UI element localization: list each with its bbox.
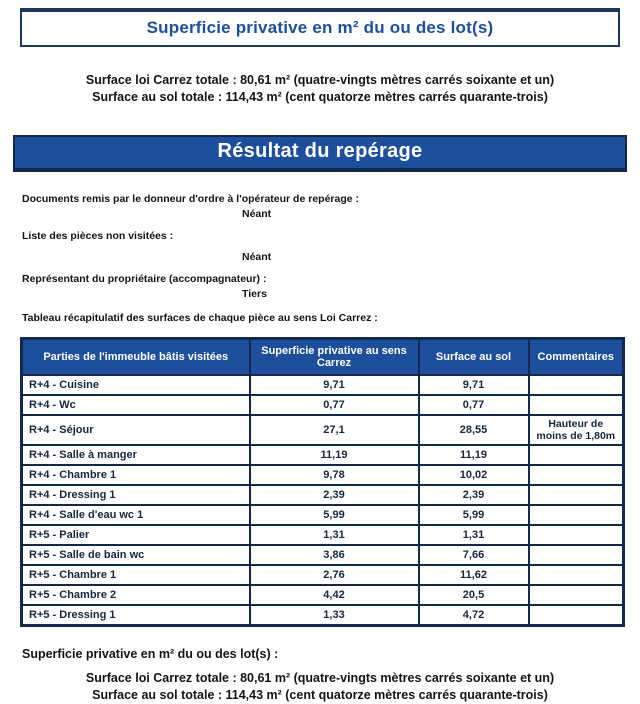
table-row: R+5 - Palier 1,31 1,31 xyxy=(20,524,625,546)
cell-room: R+4 - Chambre 1 xyxy=(20,464,251,486)
table-row: R+5 - Salle de bain wc 3,86 7,66 xyxy=(20,544,625,566)
table-intro-text: Tableau récapitulatif des surfaces de ch… xyxy=(22,312,378,324)
table-row: R+5 - Dressing 1 1,33 4,72 xyxy=(20,604,625,627)
cell-carrez: 1,31 xyxy=(248,524,420,546)
cell-carrez: 11,19 xyxy=(248,444,420,466)
info-label: Représentant du propriétaire (accompagna… xyxy=(22,273,267,285)
total-sol-line: Surface au sol totale : 114,43 m² (cent … xyxy=(92,688,548,702)
cell-carrez: 2,39 xyxy=(248,484,420,506)
cell-comment xyxy=(527,504,625,526)
column-header-commentaires: Commentaires xyxy=(527,337,625,376)
cell-sol: 2,39 xyxy=(417,484,530,506)
info-group-representant: Représentant du propriétaire (accompagna… xyxy=(22,273,618,301)
cell-room: R+5 - Palier xyxy=(20,524,251,546)
table-row: R+4 - Séjour 27,1 28,55 Hauteur de moins… xyxy=(20,414,625,446)
cell-carrez: 9,78 xyxy=(248,464,420,486)
column-header-carrez: Superficie privative au sens Carrez xyxy=(248,337,420,376)
cell-carrez: 5,99 xyxy=(248,504,420,526)
totals-summary-top: Surface loi Carrez totale : 80,61 m² (qu… xyxy=(0,72,640,106)
cell-sol: 28,55 xyxy=(417,414,530,446)
cell-sol: 10,02 xyxy=(417,464,530,486)
cell-room: R+4 - Dressing 1 xyxy=(20,484,251,506)
cell-comment xyxy=(527,584,625,606)
cell-sol: 1,31 xyxy=(417,524,530,546)
total-carrez-line: Surface loi Carrez totale : 80,61 m² (qu… xyxy=(85,73,555,87)
cell-comment xyxy=(527,484,625,506)
cell-sol: 11,62 xyxy=(417,564,530,586)
table-header-row: Parties de l'immeuble bâtis visitées Sup… xyxy=(20,337,625,376)
table-row: R+5 - Chambre 2 4,42 20,5 xyxy=(20,584,625,606)
table-row: R+4 - Dressing 1 2,39 2,39 xyxy=(20,484,625,506)
table-row: R+4 - Wc 0,77 0,77 xyxy=(20,394,625,416)
document-title-box: Superficie privative en m² du ou des lot… xyxy=(20,8,620,47)
info-group-documents: Documents remis par le donneur d'ordre à… xyxy=(22,193,618,221)
cell-comment xyxy=(527,564,625,586)
cell-comment xyxy=(527,394,625,416)
cell-sol: 20,5 xyxy=(417,584,530,606)
info-value: Néant xyxy=(242,208,272,220)
column-header-sol: Surface au sol xyxy=(417,337,530,376)
info-value: Néant xyxy=(242,251,272,263)
cell-sol: 5,99 xyxy=(417,504,530,526)
cell-carrez: 0,77 xyxy=(248,394,420,416)
cell-carrez: 9,71 xyxy=(248,374,420,396)
total-sol-line: Surface au sol totale : 114,43 m² (cent … xyxy=(92,90,548,104)
cell-room: R+5 - Chambre 2 xyxy=(20,584,251,606)
table-row: R+4 - Cuisine 9,71 9,71 xyxy=(20,374,625,396)
cell-carrez: 3,86 xyxy=(248,544,420,566)
surfaces-table: Parties de l'immeuble bâtis visitées Sup… xyxy=(20,337,625,627)
cell-room: R+4 - Séjour xyxy=(20,414,251,446)
bottom-section-heading: Superficie privative en m² du ou des lot… xyxy=(22,647,279,661)
table-row: R+4 - Chambre 1 9,78 10,02 xyxy=(20,464,625,486)
cell-sol: 9,71 xyxy=(417,374,530,396)
totals-summary-bottom: Surface loi Carrez totale : 80,61 m² (qu… xyxy=(0,670,640,704)
cell-room: R+4 - Salle d'eau wc 1 xyxy=(20,504,251,526)
banner-title: Résultat du repérage xyxy=(217,140,423,162)
cell-comment: Hauteur de moins de 1,80m xyxy=(527,414,625,446)
cell-sol: 0,77 xyxy=(417,394,530,416)
table-row: R+4 - Salle à manger 11,19 11,19 xyxy=(20,444,625,466)
section-banner: Résultat du repérage xyxy=(13,135,627,172)
cell-comment xyxy=(527,464,625,486)
cell-comment xyxy=(527,374,625,396)
cell-sol: 4,72 xyxy=(417,604,530,627)
cell-room: R+4 - Salle à manger xyxy=(20,444,251,466)
cell-carrez: 27,1 xyxy=(248,414,420,446)
column-header-parties: Parties de l'immeuble bâtis visitées xyxy=(20,337,251,376)
info-label: Documents remis par le donneur d'ordre à… xyxy=(22,193,359,205)
cell-room: R+5 - Chambre 1 xyxy=(20,564,251,586)
cell-room: R+4 - Wc xyxy=(20,394,251,416)
cell-room: R+5 - Dressing 1 xyxy=(20,604,251,627)
cell-carrez: 4,42 xyxy=(248,584,420,606)
cell-comment xyxy=(527,544,625,566)
info-group-pieces-non-visitees: Liste des pièces non visitées : Néant xyxy=(22,230,618,264)
cell-carrez: 2,76 xyxy=(248,564,420,586)
cell-room: R+5 - Salle de bain wc xyxy=(20,544,251,566)
cell-carrez: 1,33 xyxy=(248,604,420,627)
cell-room: R+4 - Cuisine xyxy=(20,374,251,396)
table-row: R+4 - Salle d'eau wc 1 5,99 5,99 xyxy=(20,504,625,526)
info-value: Tiers xyxy=(242,288,267,300)
cell-comment xyxy=(527,444,625,466)
cell-sol: 7,66 xyxy=(417,544,530,566)
cell-comment xyxy=(527,604,625,627)
table-row: R+5 - Chambre 1 2,76 11,62 xyxy=(20,564,625,586)
cell-comment xyxy=(527,524,625,546)
info-section: Documents remis par le donneur d'ordre à… xyxy=(22,193,618,301)
cell-sol: 11,19 xyxy=(417,444,530,466)
page-title: Superficie privative en m² du ou des lot… xyxy=(146,18,494,37)
info-label: Liste des pièces non visitées : xyxy=(22,230,174,242)
